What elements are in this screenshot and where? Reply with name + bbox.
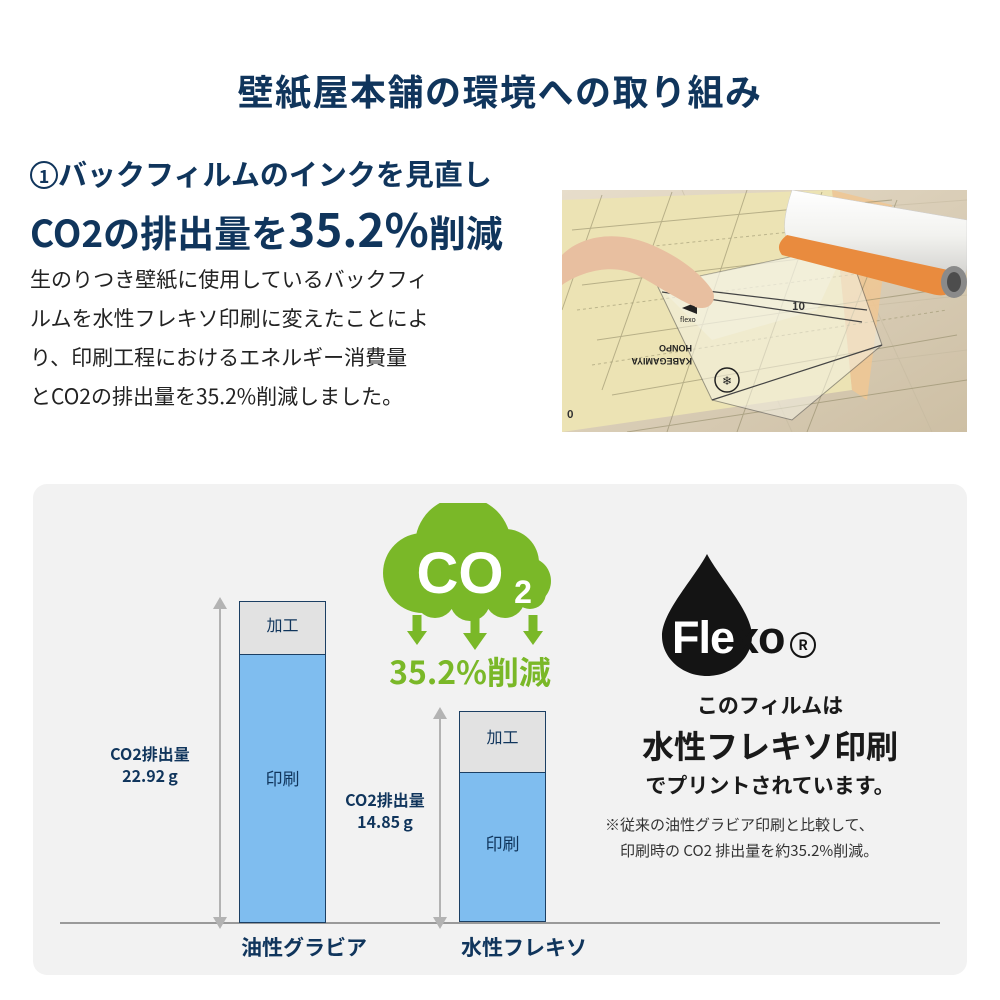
svg-text:KABEGAMIYA: KABEGAMIYA [631, 356, 692, 366]
svg-text:CO: CO [417, 541, 504, 606]
svg-text:❄: ❄ [722, 372, 732, 389]
svg-text:0: 0 [567, 406, 574, 422]
svg-text:HONPO: HONPO [659, 343, 692, 353]
svg-text:10: 10 [792, 298, 805, 314]
svg-text:2: 2 [514, 574, 532, 610]
svg-text:flexo: flexo [680, 315, 696, 325]
